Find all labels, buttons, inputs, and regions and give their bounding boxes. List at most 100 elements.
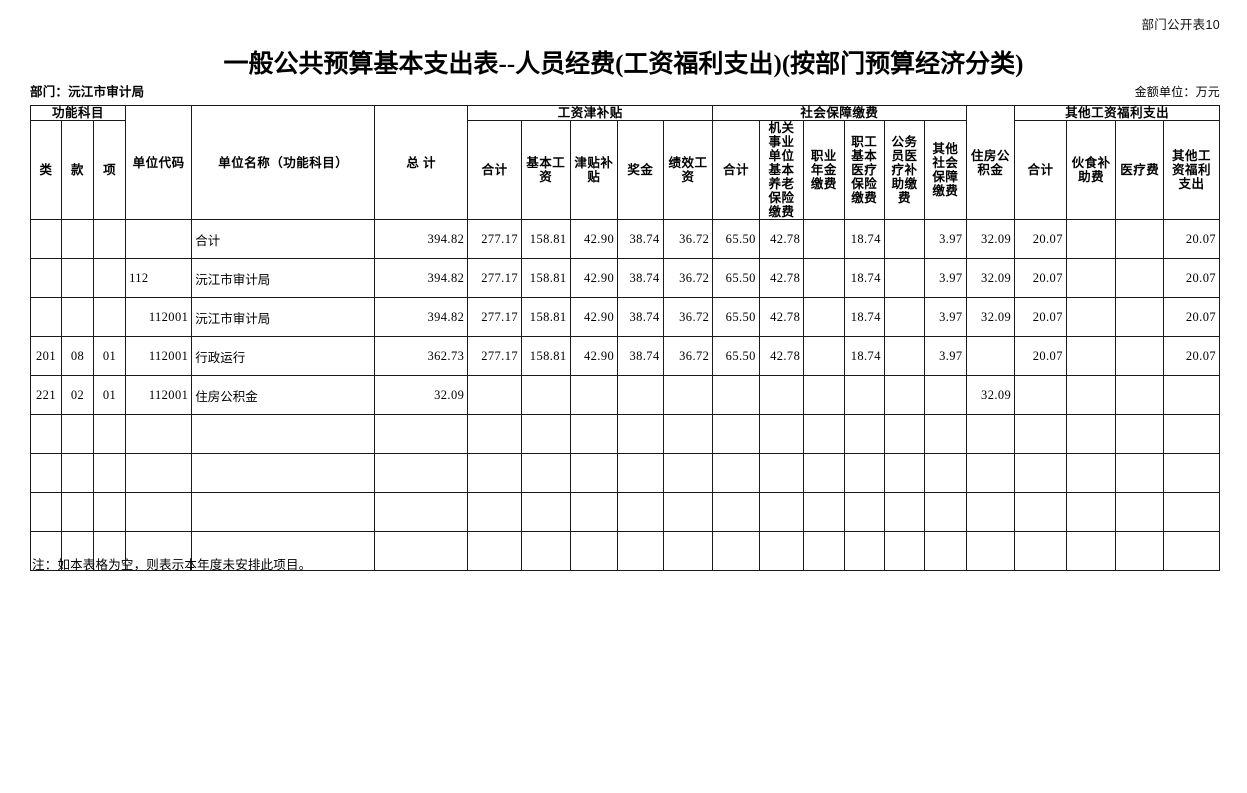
cell-bonus: 38.74: [617, 258, 664, 298]
cell-empty: [374, 453, 469, 493]
cell-basic-wage: 158.81: [521, 336, 571, 376]
header-other-welfare-group: 其他工资福利支出: [1014, 105, 1220, 121]
page-title: 一般公共预算基本支出表--人员经费(工资福利支出)(按部门预算经济分类): [223, 51, 1024, 78]
cell-allowance-subsidy: 42.90: [569, 219, 619, 259]
cell-performance-wage: 36.72: [662, 219, 714, 259]
cell-empty: [125, 492, 193, 532]
cell-empty: [1115, 492, 1165, 532]
cell-empty: [30, 531, 62, 571]
cell-empty: [521, 453, 571, 493]
cell-lei: 221: [30, 375, 62, 415]
cell-occupational-annuity: [803, 219, 845, 259]
cell-other-total: 20.07: [1014, 336, 1067, 376]
header-occupational-annuity: 职业年金缴费: [803, 120, 845, 220]
cell-meal-subsidy: [1065, 297, 1117, 337]
header-other-total: 合计: [1014, 120, 1067, 220]
cell-occupational-annuity: [803, 297, 845, 337]
cell-empty: [965, 531, 1016, 571]
cell-other-total: 20.07: [1014, 297, 1067, 337]
header-function-subject: 功能科目: [29, 105, 127, 121]
cell-kuan: [60, 219, 95, 259]
cell-meal-subsidy: [1065, 375, 1117, 415]
cell-empty: [758, 453, 805, 493]
cell-empty: [93, 453, 127, 493]
cell-civil-servant-medical: [883, 375, 926, 415]
cell-empty: [662, 453, 714, 493]
cell-other-wage-welfare: 20.07: [1163, 336, 1220, 376]
cell-empty: [662, 492, 714, 532]
cell-unit-code: 112: [125, 258, 193, 298]
cell-empty: [191, 531, 376, 571]
cell-bonus: 38.74: [617, 219, 664, 259]
cell-empty: [1115, 453, 1165, 493]
cell-empty: [125, 453, 193, 493]
cell-basic-wage: 158.81: [521, 258, 571, 298]
cell-empty: [93, 492, 127, 532]
cell-performance-wage: [662, 375, 714, 415]
cell-empty: [467, 453, 522, 493]
cell-empty: [617, 453, 664, 493]
cell-empty: [924, 414, 967, 454]
cell-unit-name: 住房公积金: [191, 375, 376, 415]
cell-kuan: [60, 297, 95, 337]
header-lei: 类: [30, 120, 62, 220]
cell-unit-name: 行政运行: [191, 336, 376, 376]
cell-other-wage-welfare: 20.07: [1163, 219, 1220, 259]
cell-meal-subsidy: [1065, 258, 1117, 298]
cell-empty: [125, 414, 193, 454]
cell-wage-total: 277.17: [467, 219, 522, 259]
cell-medical-expense: [1115, 336, 1165, 376]
header-pension-insurance: 机关事业单位基本养老保险缴费: [758, 120, 805, 220]
cell-other-wage-welfare: [1163, 375, 1220, 415]
cell-medical-insurance: 18.74: [843, 219, 885, 259]
cell-empty: [712, 531, 760, 571]
cell-empty: [1065, 453, 1117, 493]
cell-empty: [843, 414, 885, 454]
cell-empty: [758, 414, 805, 454]
cell-lei: [30, 219, 62, 259]
cell-empty: [843, 531, 885, 571]
table-row: 221 02 01 112001 住房公积金 32.09 32.09: [30, 375, 1220, 415]
table-row: 合计 394.82 277.17 158.81 42.90 38.74 36.72 65.50…: [30, 219, 1220, 259]
table-note: 注：如本表格为空，则表示本年度未安排此项目。: [32, 558, 312, 572]
cell-empty: [1163, 492, 1220, 532]
cell-empty: [374, 531, 469, 571]
cell-empty: [1115, 531, 1165, 571]
cell-empty: [1065, 531, 1117, 571]
cell-empty: [965, 414, 1016, 454]
cell-other-total: [1014, 375, 1067, 415]
cell-civil-servant-medical: [883, 336, 926, 376]
cell-unit-code: [125, 219, 193, 259]
cell-empty: [467, 492, 522, 532]
cell-empty: [569, 492, 619, 532]
cell-housing-fund: 32.09: [965, 297, 1016, 337]
meta-row: 部门：沅江市审计局 金额单位：万元: [30, 81, 1220, 100]
cell-occupational-annuity: [803, 258, 845, 298]
cell-unit-name: 沅江市审计局: [191, 297, 376, 337]
cell-performance-wage: 36.72: [662, 336, 714, 376]
cell-empty: [883, 531, 926, 571]
cell-other-social-security: [924, 375, 967, 415]
cell-medical-expense: [1115, 219, 1165, 259]
cell-other-total: 20.07: [1014, 258, 1067, 298]
table-row-empty: [30, 453, 1220, 493]
cell-empty: [662, 531, 714, 571]
cell-empty: [1014, 492, 1067, 532]
table-row-empty: [30, 492, 1220, 532]
cell-pension-insurance: [758, 375, 805, 415]
cell-empty: [883, 492, 926, 532]
cell-allowance-subsidy: [569, 375, 619, 415]
cell-empty: [803, 531, 845, 571]
header-wage-total: 合计: [467, 120, 522, 220]
cell-basic-wage: [521, 375, 571, 415]
cell-empty: [569, 414, 619, 454]
cell-empty: [924, 531, 967, 571]
cell-other-social-security: 3.97: [924, 258, 967, 298]
header-meal-subsidy: 伙食补助费: [1065, 120, 1117, 220]
cell-grand-total: 394.82: [374, 219, 469, 259]
cell-empty: [60, 453, 95, 493]
cell-empty: [617, 492, 664, 532]
header-xiang: 项: [93, 120, 127, 220]
header-social-total: 合计: [712, 120, 760, 220]
cell-pension-insurance: 42.78: [758, 258, 805, 298]
